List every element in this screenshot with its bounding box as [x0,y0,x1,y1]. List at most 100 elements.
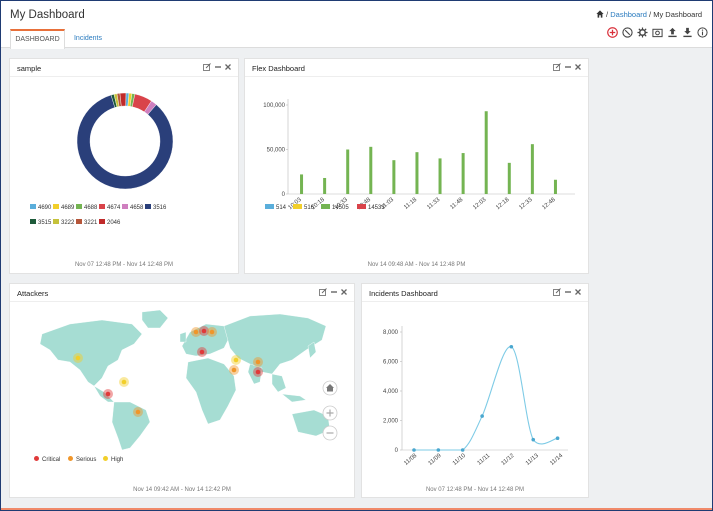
legend-item[interactable]: 3221 [76,219,97,226]
x-tick-label: 11:48 [449,197,465,211]
close-icon[interactable] [224,63,232,71]
legend-item[interactable]: Critical [34,456,60,463]
legend-item[interactable]: 516 [293,204,314,211]
attack-markers [73,326,263,417]
map-zoom-out-button [322,425,338,441]
add-icon[interactable] [607,27,618,38]
data-point-11/09 [436,448,441,452]
x-tick-label: 11/09 [428,453,444,467]
x-tick-label: 12:18 [495,197,511,212]
attack-marker-serious [209,329,215,335]
legend-item[interactable]: 4688 [76,204,97,211]
import-icon[interactable] [682,27,693,38]
minimize-icon[interactable] [330,288,338,296]
legend-item[interactable]: 3222 [53,219,74,226]
bar-11:03 [392,160,396,194]
legend-item[interactable]: 2046 [99,219,120,226]
legend-item[interactable]: 3516 [145,204,166,211]
y-tick-label: 0 [282,192,286,198]
attack-marker-high [75,355,81,361]
panel-incidents-dashboard: Incidents Dashboard 0 2,000 4,000 6,000 8,00… [361,283,589,498]
time-range: Nov 14 09:48 AM - Nov 14 12:48 PM [367,262,466,268]
legend-item[interactable]: 3515 [30,219,51,226]
tab-dashboard[interactable]: DASHBOARD [10,29,65,49]
settings-icon[interactable] [637,27,648,38]
toolbar [607,27,708,41]
snapshot-icon[interactable] [652,27,663,38]
x-tick-label: 12:48 [541,197,557,212]
legend-item[interactable]: Serious [68,456,96,463]
bar-12:03 [484,111,488,194]
page-title: My Dashboard [10,9,85,21]
attack-marker-serious [135,409,141,415]
bar-10:18 [323,177,327,194]
close-icon[interactable] [340,288,348,296]
pie-slice-2046 [119,92,127,107]
attack-marker-critical [105,391,111,397]
legend-label: Critical [42,457,61,463]
edit-icon[interactable] [203,63,211,71]
legend-label: 4688 [84,205,98,211]
legend-label: 3221 [84,220,98,226]
panel-title: sample [17,64,42,73]
minimize-icon[interactable] [214,63,222,71]
time-range: Nov 07 12:48 PM - Nov 14 12:48 PM [425,487,525,493]
edit-icon[interactable] [319,288,327,296]
legend-item[interactable]: 4689 [53,204,74,211]
breadcrumb-dashboard-link[interactable]: Dashboard [610,10,647,19]
data-point-11/11 [480,414,484,418]
bar-10:03 [300,174,304,194]
line-chart: 0 2,000 4,000 6,000 8,000 11/08 11/09 11/10 11/1… [383,326,568,467]
minimize-icon[interactable] [564,288,572,296]
legend-label: 14533 [368,205,385,211]
y-tick-label: 8,000 [383,330,399,336]
attack-marker-critical [201,328,207,334]
data-point-11/12 [509,344,514,349]
x-tick-label: 11/11 [477,453,492,467]
export-icon[interactable] [667,27,678,38]
world-map[interactable] [10,302,356,452]
bar-10:33 [346,149,350,194]
panel-sample: sample 4690 4689 4688 4674 4658 3516 3515 3222 3… [9,58,239,274]
legend-label: Serious [76,457,97,463]
panel-header: Attackers [10,284,354,302]
legend-item[interactable]: 14533 [357,204,385,211]
x-tick-label: 12:03 [472,197,488,212]
legend-item[interactable]: High [103,456,123,463]
edit-icon[interactable] [553,288,561,296]
breadcrumb: / Dashboard / My Dashboard [596,10,702,19]
legend-label: High [111,457,124,463]
attack-marker-critical [255,369,261,375]
legend-item[interactable]: 14505 [321,204,349,211]
x-tick-label: 12:33 [518,197,534,212]
attack-marker-critical [199,349,205,355]
data-point-11/10 [460,448,465,452]
attack-marker-serious [231,367,237,373]
legend-item[interactable]: 4674 [99,204,120,211]
panel-attackers: Attackers [9,283,355,498]
minimize-icon[interactable] [564,63,572,71]
legend-label: 3515 [38,220,52,226]
panel-header: Flex Dashboard [245,59,588,77]
reset-icon[interactable] [622,27,633,38]
map-zoom-in-button [322,405,338,421]
tab-incidents[interactable]: Incidents [73,35,103,42]
panel-title: Incidents Dashboard [369,289,438,298]
info-icon[interactable] [697,27,708,38]
map-home-button [322,380,338,396]
close-icon[interactable] [574,63,582,71]
legend-item[interactable]: 514 [265,204,286,211]
x-tick-label: 11:18 [403,197,419,211]
edit-icon[interactable] [553,63,561,71]
legend-label: 514 [276,205,287,211]
breadcrumb-separator: / [649,10,652,19]
y-tick-label: 2,000 [383,419,399,425]
home-icon[interactable] [596,10,604,18]
legend-item[interactable]: 4658 [122,204,143,211]
top-bar: My Dashboard / Dashboard / My Dashboard … [1,1,712,49]
panel-header: sample [10,59,238,77]
panel-controls [314,288,348,297]
legend-label: 3516 [153,205,167,211]
close-icon[interactable] [574,288,582,296]
legend-item[interactable]: 4690 [30,204,51,211]
